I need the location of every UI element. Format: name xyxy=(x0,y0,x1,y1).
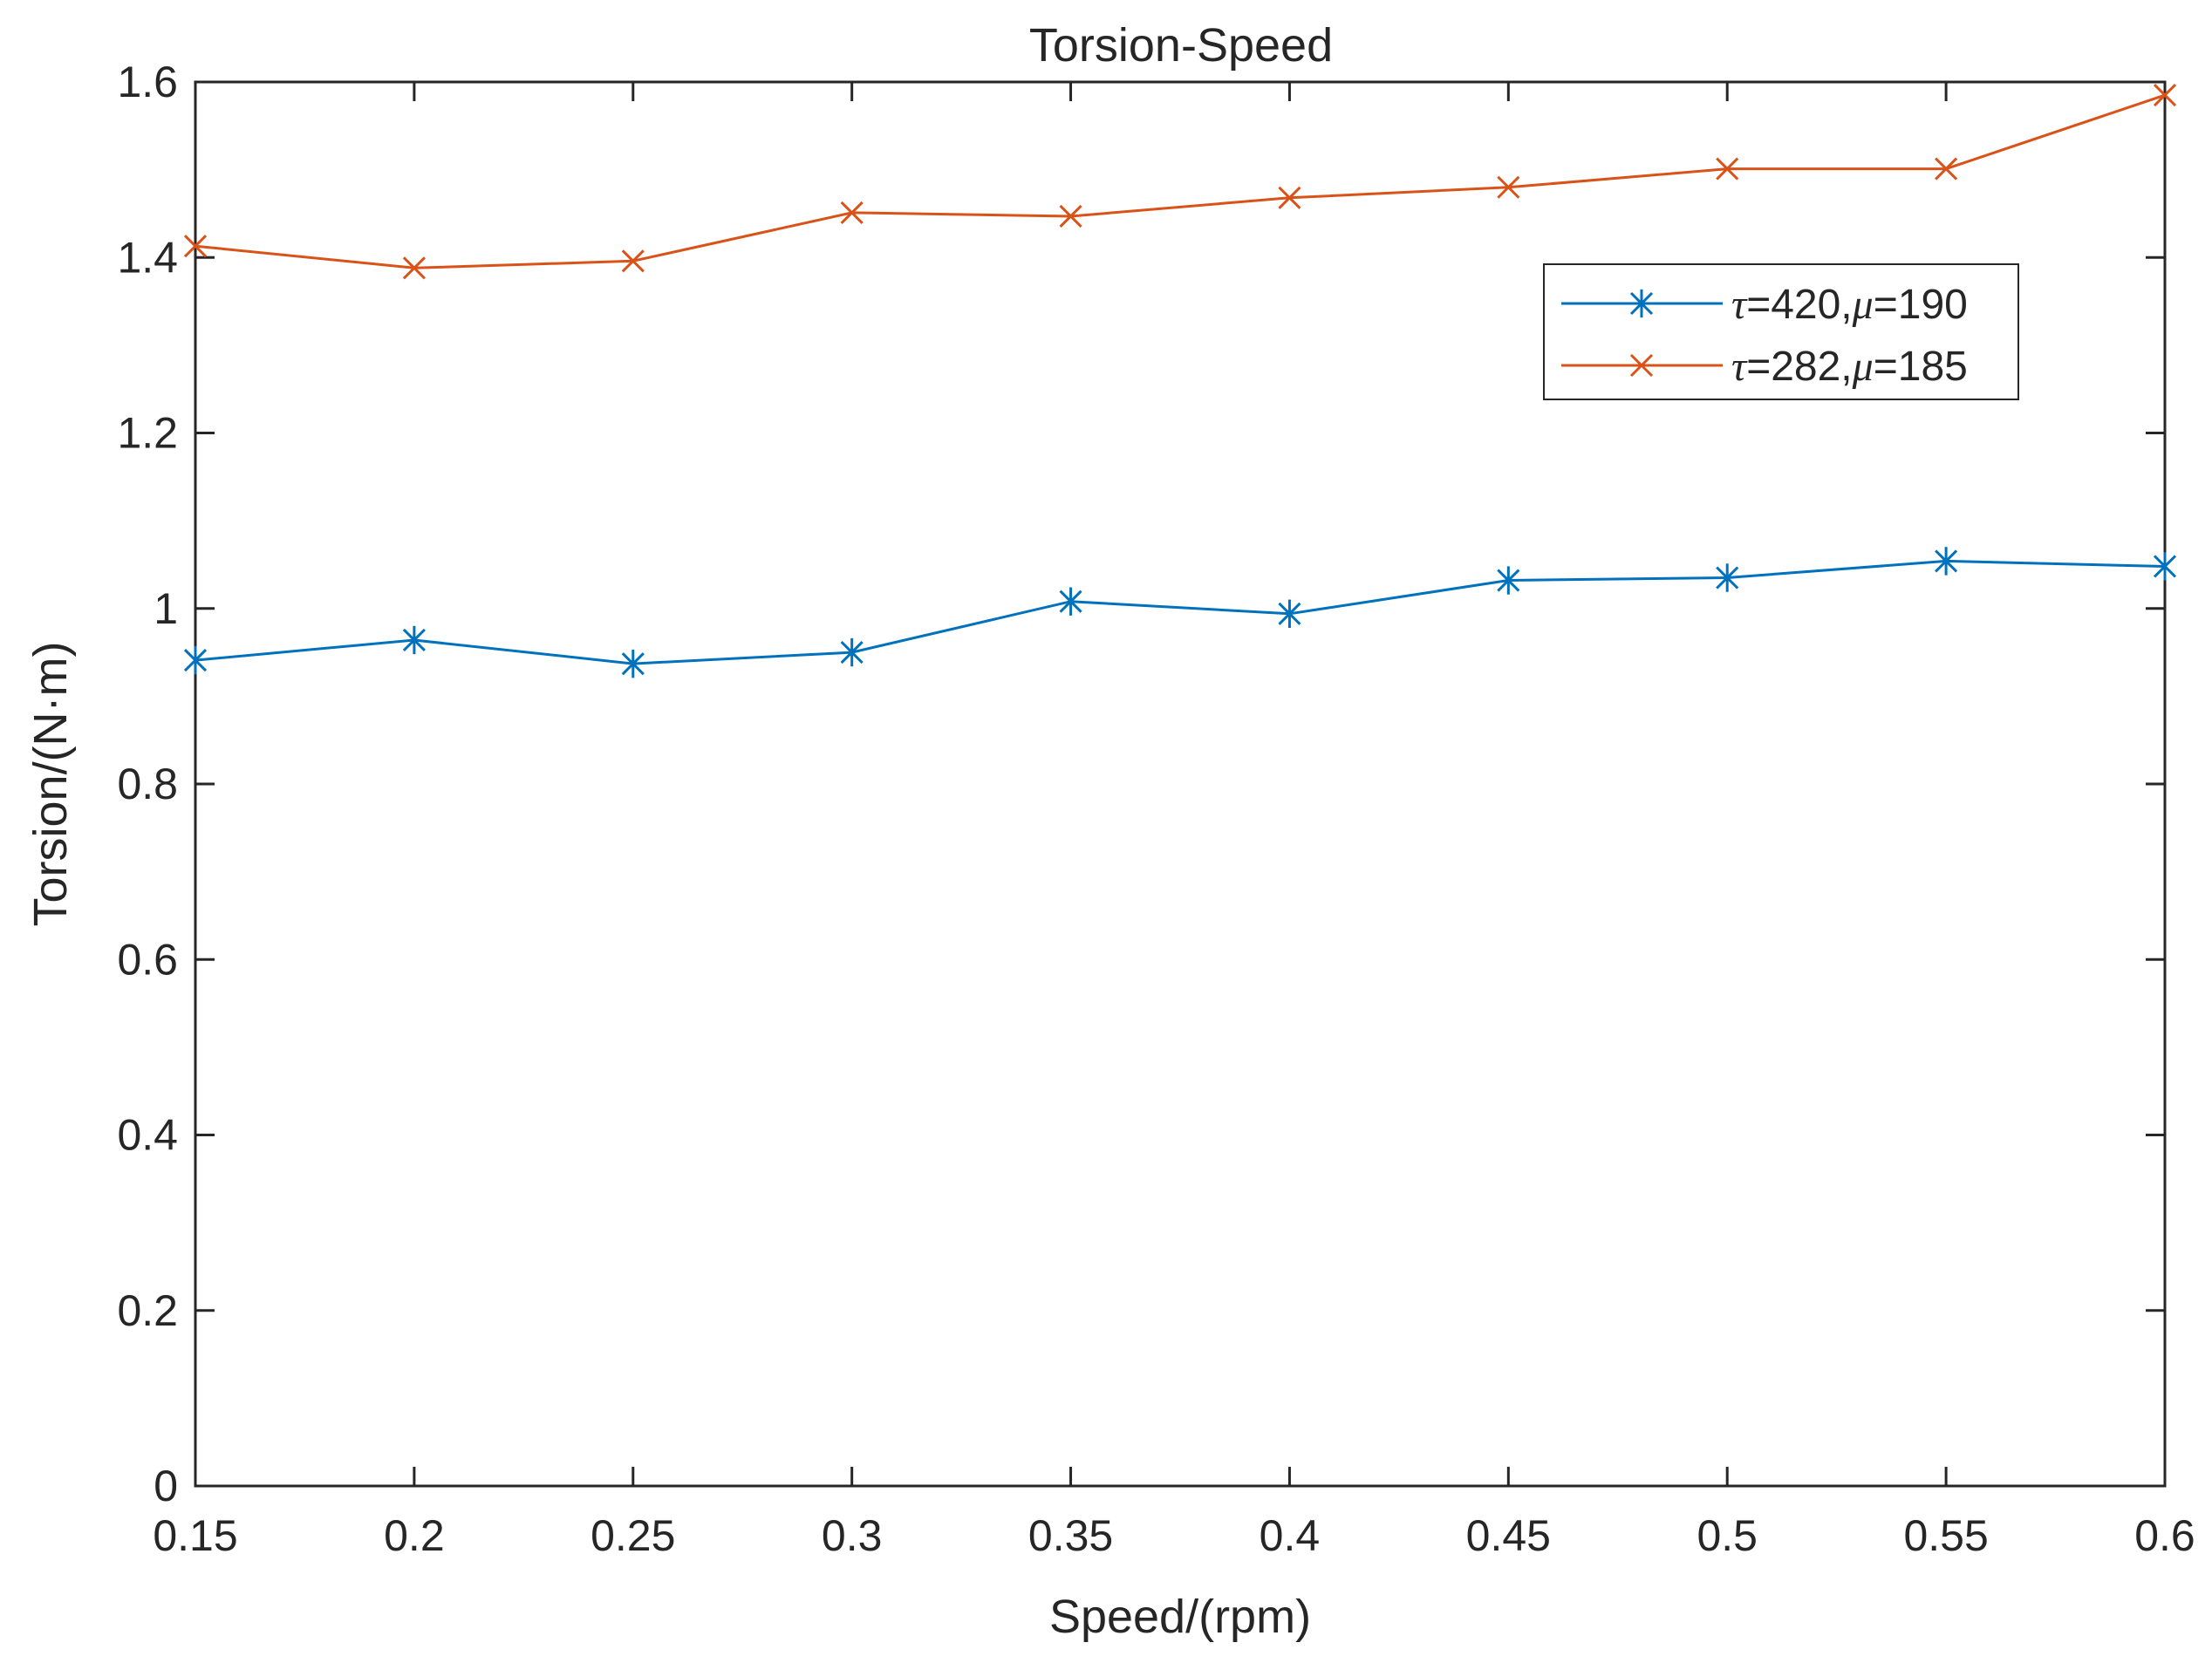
x-tick-label: 0.15 xyxy=(153,1511,237,1560)
x-tick-label: 0.3 xyxy=(822,1511,883,1560)
y-tick-label: 1.2 xyxy=(117,409,178,458)
x-axis-label: Speed/(rpm) xyxy=(1049,1591,1311,1643)
y-tick-label: 0 xyxy=(154,1462,178,1510)
x-axis-tick-labels: 0.15 0.2 0.25 0.3 0.35 0.4 0.45 0.5 0.55 0.6 xyxy=(153,1511,2195,1560)
x-tick-label: 0.6 xyxy=(2134,1511,2195,1560)
data-point xyxy=(1935,547,1958,576)
legend-entry-2: τ=282,μ=185 xyxy=(1561,344,1968,390)
y-tick-label: 0.4 xyxy=(117,1111,178,1160)
x-tick-label: 0.4 xyxy=(1260,1511,1321,1560)
series-2 xyxy=(183,84,2177,280)
data-point xyxy=(2153,552,2177,581)
data-point xyxy=(1497,566,1520,595)
x-marker xyxy=(1629,353,1654,378)
data-point xyxy=(183,235,208,258)
data-point xyxy=(621,649,645,678)
y-axis-label: Torsion/(N·m) xyxy=(24,641,77,926)
series-line xyxy=(195,93,2166,269)
data-point xyxy=(1497,175,1520,199)
x-tick-label: 0.25 xyxy=(591,1511,675,1560)
x-tick-label: 0.5 xyxy=(1697,1511,1758,1560)
series-layer xyxy=(183,84,2177,678)
x-tick-label: 0.2 xyxy=(384,1511,445,1560)
data-point xyxy=(183,645,208,675)
legend-entry-1: τ=420,μ=190 xyxy=(1561,282,1968,328)
chart-title: Torsion-Speed xyxy=(1029,19,1333,72)
legend: τ=420,μ=190 τ=282,μ=185 xyxy=(1543,263,2019,400)
axis-ticks xyxy=(194,80,2167,1488)
data-point xyxy=(1278,599,1301,628)
y-tick-label: 0.6 xyxy=(117,935,178,984)
y-tick-label: 1 xyxy=(154,584,178,633)
data-point xyxy=(402,625,426,655)
data-point xyxy=(1716,157,1739,181)
y-tick-label: 0.8 xyxy=(117,760,178,808)
x-tick-label: 0.35 xyxy=(1028,1511,1113,1560)
legend-entries: τ=420,μ=190 τ=282,μ=185 xyxy=(1561,282,1968,390)
data-point xyxy=(840,201,864,224)
y-axis-tick-labels: 0 0.2 0.4 0.6 0.8 1 1.2 1.4 1.6 xyxy=(117,58,178,1510)
y-tick-label: 1.6 xyxy=(117,58,178,106)
data-point xyxy=(840,637,864,667)
x-tick-label: 0.45 xyxy=(1466,1511,1551,1560)
data-point xyxy=(2153,84,2177,107)
asterisk-marker xyxy=(1629,289,1654,318)
legend-label: τ=420,μ=190 xyxy=(1731,282,1968,328)
y-tick-label: 0.2 xyxy=(117,1286,178,1335)
series-1 xyxy=(183,547,2177,678)
data-point xyxy=(1935,157,1958,181)
legend-box xyxy=(1543,263,2019,400)
x-tick-label: 0.55 xyxy=(1903,1511,1988,1560)
data-point xyxy=(1716,563,1739,592)
data-point xyxy=(402,256,426,280)
y-tick-label: 1.4 xyxy=(117,233,178,282)
data-point xyxy=(1059,204,1082,228)
series-line xyxy=(195,559,2166,665)
data-point xyxy=(1278,186,1301,209)
data-point xyxy=(621,249,645,273)
data-point xyxy=(1059,587,1082,616)
legend-label: τ=282,μ=185 xyxy=(1731,344,1968,390)
